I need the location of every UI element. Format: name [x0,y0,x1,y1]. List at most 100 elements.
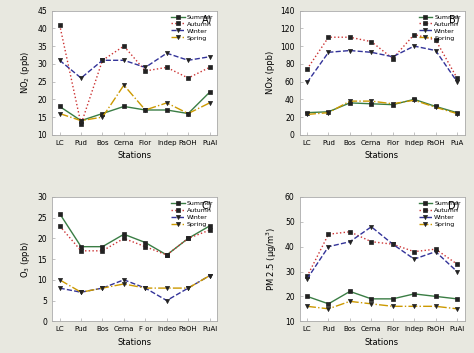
Winter [78,290,84,294]
Spring [326,307,331,311]
Spring [121,83,127,87]
Autumn [78,249,84,253]
Summer [100,112,105,116]
Autumn [411,250,417,254]
Winter [57,286,63,290]
Autumn [207,228,212,232]
Autumn [143,69,148,73]
Line: Winter: Winter [305,44,459,85]
Spring [368,302,374,306]
Autumn [100,58,105,62]
Legend: Summer, Autumn, Winter, Spring: Summer, Autumn, Winter, Spring [418,200,461,228]
Summer [100,245,105,249]
Spring [143,286,148,290]
Line: Autumn: Autumn [57,23,212,126]
Winter [121,278,127,282]
Winter [326,50,331,54]
Winter [433,250,438,254]
Summer [207,224,212,228]
Autumn [57,23,63,27]
Autumn [411,32,417,37]
Summer [57,211,63,216]
Winter [143,65,148,70]
Line: Summer: Summer [305,97,459,115]
Autumn [185,76,191,80]
Winter [433,48,438,53]
Autumn [185,236,191,240]
Line: Spring: Spring [57,83,212,123]
Summer [121,104,127,109]
Summer [433,104,438,109]
Line: Spring: Spring [305,98,459,116]
Summer [185,112,191,116]
Line: Spring: Spring [305,299,459,311]
Spring [326,110,331,115]
Spring [57,278,63,282]
Autumn [207,65,212,70]
Winter [207,274,212,278]
Winter [78,76,84,80]
Spring [185,112,191,116]
Autumn [390,242,396,246]
Autumn [304,274,310,279]
Y-axis label: NOx (ppb): NOx (ppb) [265,51,274,94]
Winter [185,286,191,290]
Spring [347,299,353,304]
Winter [164,298,170,303]
Spring [164,101,170,105]
Summer [207,90,212,94]
Autumn [304,67,310,71]
Summer [368,297,374,301]
Winter [347,240,353,244]
Summer [326,110,331,114]
Winter [100,286,105,290]
Text: D): D) [448,201,460,211]
Summer [164,253,170,257]
Line: Autumn: Autumn [305,230,459,279]
Spring [164,286,170,290]
Autumn [326,232,331,237]
Y-axis label: PM 2.5 (μg/m$^3$): PM 2.5 (μg/m$^3$) [265,227,279,291]
X-axis label: Stations: Stations [365,151,399,160]
Spring [207,101,212,105]
Summer [347,101,353,105]
Winter [411,44,417,48]
Spring [347,99,353,103]
Legend: Summer, Autumn, Winter, Spring: Summer, Autumn, Winter, Spring [171,14,214,41]
Summer [57,104,63,109]
Spring [143,108,148,112]
Spring [390,304,396,309]
Spring [78,119,84,123]
Autumn [326,35,331,39]
Summer [411,97,417,101]
X-axis label: Stations: Stations [118,151,152,160]
Autumn [368,40,374,44]
Spring [390,102,396,106]
Line: Winter: Winter [57,274,212,303]
Autumn [164,253,170,257]
Line: Winter: Winter [305,225,459,281]
Autumn [121,236,127,240]
Spring [57,112,63,116]
Winter [207,55,212,59]
Autumn [164,65,170,70]
Winter [390,55,396,59]
Legend: Summer, Autumn, Winter, Spring: Summer, Autumn, Winter, Spring [418,14,461,41]
Winter [57,58,63,62]
Spring [454,307,460,311]
Spring [304,304,310,309]
Spring [121,282,127,286]
Winter [100,58,105,62]
Text: C): C) [201,201,212,211]
Summer [411,292,417,296]
Summer [121,232,127,237]
Line: Winter: Winter [57,51,212,80]
Spring [78,290,84,294]
Text: A): A) [202,14,212,24]
Summer [326,302,331,306]
Winter [368,50,374,54]
Winter [454,79,460,84]
Summer [143,108,148,112]
Autumn [454,262,460,266]
Y-axis label: NO$_2$ (ppb): NO$_2$ (ppb) [19,51,32,94]
